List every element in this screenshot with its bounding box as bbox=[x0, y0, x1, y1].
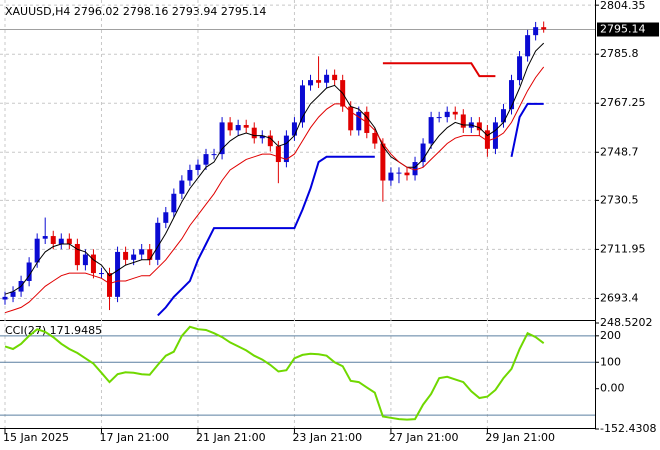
candle-body bbox=[66, 238, 72, 244]
candle-body bbox=[308, 80, 314, 86]
candle-body bbox=[404, 172, 410, 176]
y-tick-label: 248.5202 bbox=[600, 316, 653, 329]
candle-body bbox=[123, 251, 129, 260]
line bbox=[4, 325, 545, 421]
x-tick-label: 27 Jan 21:00 bbox=[389, 431, 459, 444]
candle-body bbox=[42, 236, 48, 239]
candle-body bbox=[476, 122, 482, 131]
last-price-box bbox=[597, 22, 659, 37]
candle-body bbox=[324, 74, 330, 83]
candle-body bbox=[82, 254, 88, 266]
candle-body bbox=[131, 254, 137, 260]
y-tick-label: 0.00 bbox=[600, 382, 625, 395]
line bbox=[4, 66, 545, 314]
y-tick-label: -152.4308 bbox=[600, 422, 656, 435]
y-tick-label: 200 bbox=[600, 329, 621, 342]
candle-body bbox=[444, 111, 450, 118]
candle-body bbox=[428, 117, 434, 144]
candle-body bbox=[509, 80, 515, 110]
candle-body bbox=[316, 80, 322, 83]
candle-body bbox=[243, 125, 249, 128]
candle-body bbox=[203, 154, 209, 165]
candle-body bbox=[195, 164, 201, 170]
candle-body bbox=[58, 238, 64, 244]
candle-body bbox=[388, 172, 394, 181]
candle-body bbox=[525, 35, 531, 57]
candle-body bbox=[227, 122, 233, 131]
candle-body bbox=[107, 273, 113, 297]
last-price-label: 2795.14 bbox=[600, 23, 646, 36]
candle-body bbox=[356, 111, 362, 131]
candle-body bbox=[179, 180, 185, 194]
candle-body bbox=[332, 74, 338, 81]
candle-body bbox=[500, 109, 506, 123]
candle-body bbox=[10, 291, 16, 297]
y-tick-label: 2767.25 bbox=[600, 96, 646, 109]
candle-body bbox=[187, 169, 193, 181]
candle-body bbox=[219, 122, 225, 155]
y-tick-label: 2785.8 bbox=[600, 47, 639, 60]
chart-title: XAUUSD,H4 2796.02 2798.16 2793.94 2795.1… bbox=[5, 5, 266, 18]
y-tick-label: 2730.5 bbox=[600, 193, 639, 206]
line bbox=[4, 42, 545, 295]
candle-body bbox=[211, 154, 217, 156]
candle-body bbox=[275, 146, 281, 163]
candle-body bbox=[283, 135, 289, 163]
candle-body bbox=[299, 85, 305, 123]
candle-body bbox=[139, 249, 145, 255]
candle-body bbox=[163, 212, 169, 223]
x-tick-label: 29 Jan 21:00 bbox=[485, 431, 555, 444]
candle-body bbox=[541, 27, 547, 30]
candle-body bbox=[396, 172, 402, 174]
candle-body bbox=[98, 273, 104, 275]
line bbox=[157, 102, 544, 317]
candle-body bbox=[115, 251, 121, 297]
candle-body bbox=[291, 122, 297, 136]
candle-body bbox=[74, 243, 80, 266]
y-tick-label: 2804.35 bbox=[600, 0, 646, 12]
candle-body bbox=[380, 143, 386, 181]
candle-body bbox=[517, 56, 523, 81]
candle-body bbox=[348, 106, 354, 131]
candle-body bbox=[155, 222, 161, 260]
candle-body bbox=[420, 143, 426, 163]
y-tick-label: 2693.4 bbox=[600, 291, 639, 304]
x-tick-label: 15 Jan 2025 bbox=[3, 431, 69, 444]
candle-body bbox=[436, 117, 442, 119]
candle-body bbox=[90, 254, 96, 274]
candle-body bbox=[26, 262, 32, 281]
candle-body bbox=[492, 122, 498, 149]
x-tick-label: 21 Jan 21:00 bbox=[196, 431, 266, 444]
candle-body bbox=[251, 127, 257, 139]
line bbox=[382, 62, 496, 78]
candle-body bbox=[171, 193, 177, 213]
candle-body bbox=[2, 296, 8, 300]
candle-body bbox=[452, 111, 458, 115]
candle-body bbox=[147, 249, 153, 260]
y-tick-label: 2748.7 bbox=[600, 145, 639, 158]
x-tick-label: 23 Jan 21:00 bbox=[292, 431, 362, 444]
candle-body bbox=[484, 130, 490, 149]
candle-body bbox=[460, 114, 466, 128]
candle-body bbox=[412, 162, 418, 176]
candle-body bbox=[34, 238, 40, 263]
candle-body bbox=[533, 27, 539, 36]
candle-body bbox=[267, 135, 273, 147]
candle-body bbox=[50, 236, 56, 244]
y-tick-label: 100 bbox=[600, 355, 621, 368]
candle-body bbox=[372, 132, 378, 144]
candle-body bbox=[235, 125, 241, 131]
x-tick-label: 17 Jan 21:00 bbox=[99, 431, 169, 444]
indicator-title: CCI(27) 171.9485 bbox=[5, 324, 102, 337]
y-tick-label: 2711.95 bbox=[600, 242, 646, 255]
candle-body bbox=[259, 135, 265, 139]
